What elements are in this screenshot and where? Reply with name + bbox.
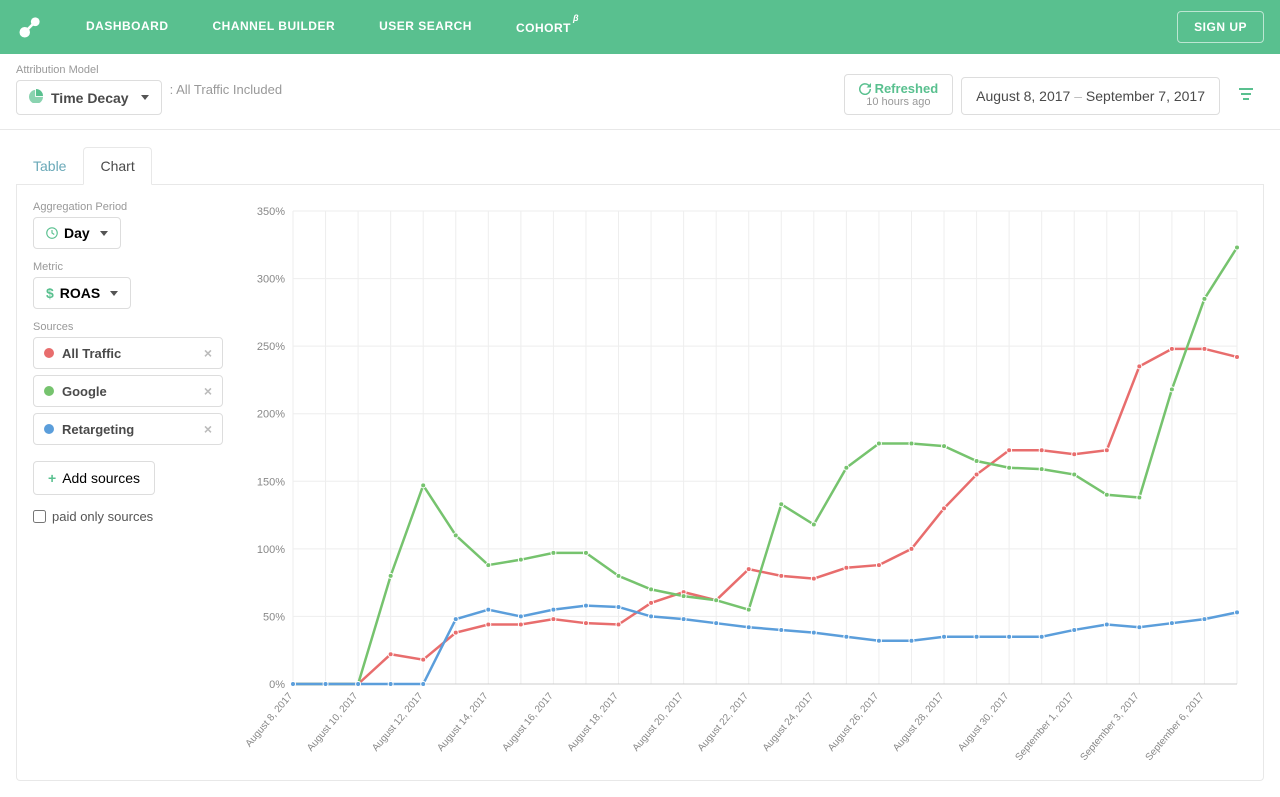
svg-text:300%: 300% — [257, 274, 285, 286]
svg-text:September 6, 2017: September 6, 2017 — [1144, 691, 1207, 764]
paid-only-input[interactable] — [33, 510, 46, 523]
left-panel: Aggregation Period Day Metric $ ROAS Sou… — [33, 201, 243, 764]
content: Table Chart Aggregation Period Day Metri… — [0, 130, 1280, 797]
navbar: DASHBOARD CHANNEL BUILDER USER SEARCH CO… — [0, 0, 1280, 54]
nav-channel-builder[interactable]: CHANNEL BUILDER — [191, 19, 358, 35]
remove-source-icon[interactable]: × — [204, 421, 212, 437]
svg-text:0%: 0% — [269, 679, 285, 691]
svg-text:50%: 50% — [263, 611, 285, 623]
source-color-dot — [44, 386, 54, 396]
tab-chart[interactable]: Chart — [83, 147, 151, 185]
nav-items: DASHBOARD CHANNEL BUILDER USER SEARCH CO… — [64, 19, 1177, 35]
beta-badge: β — [573, 13, 579, 23]
svg-text:350%: 350% — [257, 206, 285, 218]
refreshed-title: Refreshed — [859, 81, 939, 96]
remove-source-icon[interactable]: × — [204, 345, 212, 361]
svg-text:August 26, 2017: August 26, 2017 — [826, 691, 882, 754]
traffic-note: : All Traffic Included — [170, 82, 283, 97]
add-sources-button[interactable]: + Add sources — [33, 461, 155, 495]
chart-area: 0%50%100%150%200%250%300%350%August 8, 2… — [243, 201, 1247, 764]
attribution-model-group: Attribution Model Time Decay — [16, 64, 162, 115]
attribution-model-dropdown[interactable]: Time Decay — [16, 80, 162, 115]
aggregation-dropdown[interactable]: Day — [33, 217, 121, 249]
svg-text:August 16, 2017: August 16, 2017 — [500, 691, 556, 754]
attribution-model-value: Time Decay — [51, 90, 129, 106]
refreshed-ago: 10 hours ago — [859, 96, 939, 108]
line-chart: 0%50%100%150%200%250%300%350%August 8, 2… — [243, 201, 1247, 764]
nav-dashboard[interactable]: DASHBOARD — [64, 19, 191, 35]
svg-text:250%: 250% — [257, 341, 285, 353]
svg-text:August 22, 2017: August 22, 2017 — [696, 691, 752, 754]
attribution-model-label: Attribution Model — [16, 64, 162, 76]
svg-text:August 28, 2017: August 28, 2017 — [891, 691, 947, 754]
source-pill[interactable]: Google × — [33, 375, 223, 407]
date-range-picker[interactable]: August 8, 2017 – September 7, 2017 — [961, 77, 1220, 115]
refresh-icon — [859, 83, 871, 95]
aggregation-label: Aggregation Period — [33, 201, 223, 213]
paid-only-label: paid only sources — [52, 509, 153, 524]
plus-icon: + — [48, 470, 56, 486]
source-pill[interactable]: All Traffic × — [33, 337, 223, 369]
filter-icon[interactable] — [1228, 76, 1264, 115]
source-label: Google — [62, 384, 107, 399]
source-color-dot — [44, 348, 54, 358]
nav-cohort[interactable]: COHORTβ — [494, 19, 599, 35]
refreshed-status[interactable]: Refreshed 10 hours ago — [844, 74, 954, 115]
svg-text:August 18, 2017: August 18, 2017 — [566, 691, 622, 754]
caret-down-icon — [110, 291, 118, 296]
svg-text:200%: 200% — [257, 409, 285, 421]
date-start: August 8, 2017 — [976, 88, 1070, 104]
svg-text:August 20, 2017: August 20, 2017 — [631, 691, 687, 754]
pie-icon — [29, 89, 43, 106]
aggregation-value: Day — [64, 225, 90, 241]
metric-label: Metric — [33, 261, 223, 273]
clock-icon — [46, 227, 58, 239]
paid-only-checkbox[interactable]: paid only sources — [33, 509, 223, 524]
source-pill[interactable]: Retargeting × — [33, 413, 223, 445]
svg-text:150%: 150% — [257, 476, 285, 488]
svg-text:August 30, 2017: August 30, 2017 — [956, 691, 1012, 754]
svg-text:August 12, 2017: August 12, 2017 — [370, 691, 426, 754]
source-label: Retargeting — [62, 422, 134, 437]
svg-text:August 14, 2017: August 14, 2017 — [435, 691, 491, 754]
logo-icon — [16, 13, 44, 41]
caret-down-icon — [141, 95, 149, 100]
caret-down-icon — [100, 231, 108, 236]
svg-text:September 3, 2017: September 3, 2017 — [1079, 691, 1142, 764]
add-sources-label: Add sources — [62, 470, 140, 486]
nav-cohort-label: COHORT — [516, 21, 571, 35]
nav-user-search[interactable]: USER SEARCH — [357, 19, 494, 35]
sources-list: All Traffic × Google × Retargeting × — [33, 337, 223, 445]
svg-text:100%: 100% — [257, 544, 285, 556]
date-end: September 7, 2017 — [1086, 88, 1205, 104]
source-color-dot — [44, 424, 54, 434]
sources-label: Sources — [33, 321, 223, 333]
remove-source-icon[interactable]: × — [204, 383, 212, 399]
signup-button[interactable]: SIGN UP — [1177, 11, 1264, 43]
metric-dropdown[interactable]: $ ROAS — [33, 277, 131, 309]
subheader: Attribution Model Time Decay : All Traff… — [0, 54, 1280, 130]
tabs: Table Chart — [16, 146, 1264, 185]
svg-text:September 1, 2017: September 1, 2017 — [1013, 691, 1076, 764]
svg-text:August 10, 2017: August 10, 2017 — [305, 691, 361, 754]
dollar-icon: $ — [46, 285, 54, 301]
metric-value: ROAS — [60, 285, 100, 301]
svg-text:August 24, 2017: August 24, 2017 — [761, 691, 817, 754]
tab-table[interactable]: Table — [16, 147, 83, 185]
source-label: All Traffic — [62, 346, 121, 361]
